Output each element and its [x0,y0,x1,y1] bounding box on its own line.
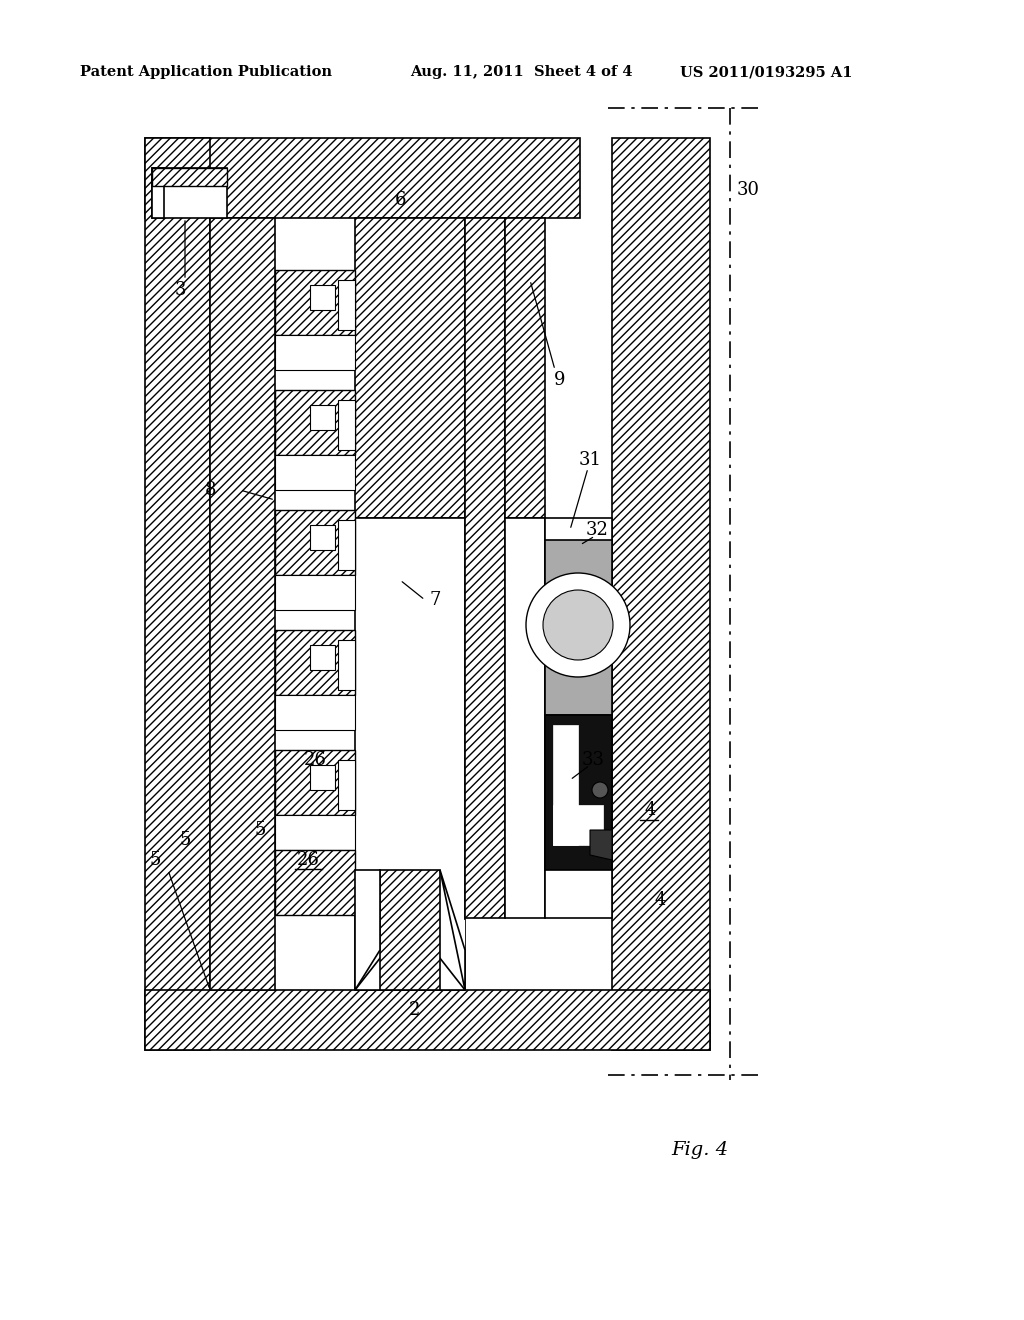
Bar [553,725,578,845]
Text: 3: 3 [174,281,185,300]
Bar [145,990,710,1049]
Text: 7: 7 [429,591,440,609]
Text: 30: 30 [736,181,760,199]
Text: US 2011/0193295 A1: US 2011/0193295 A1 [680,65,853,79]
Text: Aug. 11, 2011  Sheet 4 of 4: Aug. 11, 2011 Sheet 4 of 4 [410,65,633,79]
Bar [355,517,465,990]
Text: 6: 6 [394,191,406,209]
Text: 9: 9 [554,371,565,389]
Bar [355,218,465,517]
Bar [275,335,355,370]
Bar [310,405,335,430]
Text: 5: 5 [179,832,190,849]
Bar [152,168,164,218]
Bar [275,576,355,610]
Bar [275,630,355,696]
Bar [545,540,612,715]
Text: 26: 26 [297,851,319,869]
Bar [505,517,545,917]
Text: Fig. 4: Fig. 4 [672,1140,728,1159]
Bar [210,218,612,990]
Polygon shape [440,870,465,990]
Bar [152,168,227,218]
Bar [275,455,355,490]
Polygon shape [355,920,465,990]
Text: 2: 2 [410,1001,421,1019]
Text: 8: 8 [204,480,216,499]
Bar [465,218,505,917]
Bar [275,814,355,850]
Bar [210,218,275,990]
Bar [545,715,612,870]
Bar [275,389,355,455]
Bar [355,920,465,990]
Bar [275,271,355,335]
Circle shape [592,781,608,799]
Bar [145,139,580,218]
Bar [612,139,710,1049]
Bar [275,696,355,730]
Bar [310,766,335,789]
Bar [310,645,335,671]
Text: 26: 26 [303,751,327,770]
Bar [275,750,355,814]
Bar [152,168,227,186]
Polygon shape [590,830,612,861]
Text: 5: 5 [254,821,265,840]
Text: 33: 33 [582,751,604,770]
Bar [310,285,335,310]
Text: 31: 31 [579,451,601,469]
Text: 5: 5 [150,851,161,869]
Bar [338,640,355,690]
Text: 32: 32 [586,521,608,539]
Circle shape [526,573,630,677]
Text: 4: 4 [654,891,666,909]
Bar [338,400,355,450]
Bar [275,850,355,915]
Bar [553,805,603,845]
Bar [275,510,355,576]
Text: Patent Application Publication: Patent Application Publication [80,65,332,79]
Bar [145,139,210,1049]
Bar [338,760,355,810]
Circle shape [543,590,613,660]
Bar [505,218,545,517]
Bar [338,520,355,570]
Polygon shape [355,870,380,990]
Bar [380,870,440,990]
Bar [310,525,335,550]
Bar [338,280,355,330]
Bar [545,517,612,917]
Text: 4: 4 [644,801,655,818]
